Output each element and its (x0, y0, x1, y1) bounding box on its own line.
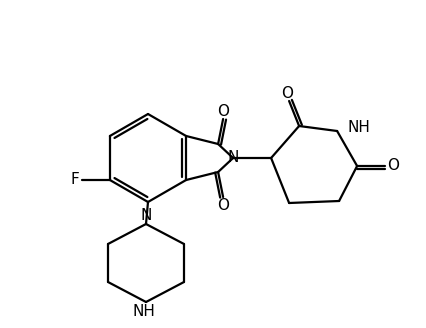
Text: N: N (140, 209, 152, 223)
Text: O: O (281, 86, 293, 100)
Text: F: F (71, 173, 79, 188)
Text: N: N (227, 151, 239, 166)
Text: O: O (387, 158, 399, 174)
Text: O: O (217, 197, 229, 213)
Text: O: O (217, 104, 229, 118)
Text: NH: NH (347, 119, 370, 134)
Text: NH: NH (132, 304, 155, 319)
